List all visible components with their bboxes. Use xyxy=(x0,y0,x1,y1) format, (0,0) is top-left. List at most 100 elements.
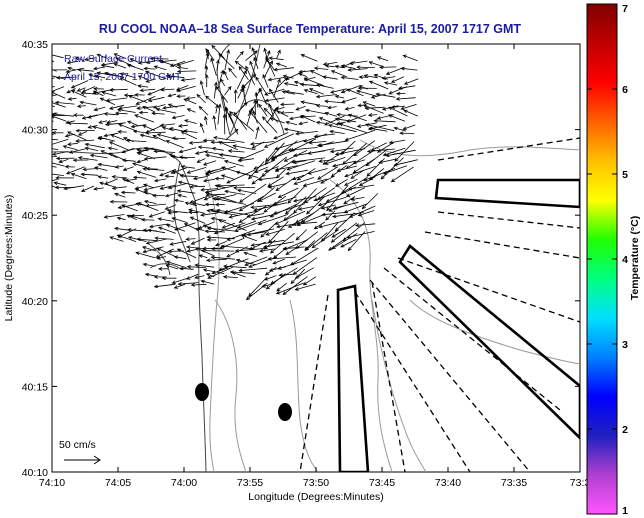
current-vector-head xyxy=(143,66,148,71)
current-vector-head xyxy=(330,238,335,243)
current-vector xyxy=(211,256,236,260)
current-vector-head xyxy=(194,227,200,232)
current-vector xyxy=(265,56,276,77)
current-vector-head xyxy=(176,189,182,193)
current-vector xyxy=(304,187,327,204)
current-vector xyxy=(316,94,337,98)
current-vector xyxy=(295,212,315,223)
current-vector xyxy=(122,147,135,153)
current-vector xyxy=(379,158,396,164)
current-vector xyxy=(295,283,316,291)
current-vector-head xyxy=(390,79,396,83)
current-vector xyxy=(154,283,176,288)
current-vector-head xyxy=(186,108,191,112)
current-vector xyxy=(273,196,297,205)
current-vector-head xyxy=(238,219,243,223)
current-vector-head xyxy=(298,72,303,77)
current-vector-head xyxy=(192,176,198,181)
current-vector-head xyxy=(385,71,391,75)
current-vector-head xyxy=(43,120,46,123)
current-vector xyxy=(52,173,64,176)
current-vector-head xyxy=(358,75,363,79)
current-vector-head xyxy=(204,73,209,79)
current-vector-head xyxy=(44,146,47,149)
current-vector xyxy=(248,277,267,297)
current-vector xyxy=(215,86,229,103)
current-vector-head xyxy=(308,88,314,92)
current-vector-head xyxy=(315,120,321,125)
current-vector-head xyxy=(243,101,248,107)
current-vector-head xyxy=(167,93,172,98)
current-vector xyxy=(97,54,108,59)
current-vector-head xyxy=(402,126,407,130)
current-vector-head xyxy=(224,209,229,214)
current-vector-head xyxy=(210,246,216,251)
current-vector-head xyxy=(234,248,240,253)
map-content xyxy=(43,44,580,472)
current-vector-head xyxy=(273,67,278,72)
current-vector xyxy=(122,159,136,162)
current-vector-head xyxy=(75,139,80,143)
current-vector xyxy=(269,266,287,271)
current-vector-head xyxy=(204,191,210,196)
current-vector xyxy=(225,129,239,140)
current-vector-head xyxy=(143,190,148,195)
current-vector-head xyxy=(267,184,273,189)
current-vector xyxy=(215,241,227,246)
current-vector xyxy=(242,85,247,104)
current-vector-head xyxy=(142,249,147,254)
current-vector xyxy=(142,106,155,113)
current-vector-head xyxy=(92,66,98,71)
current-vector xyxy=(245,66,255,86)
current-vector-head xyxy=(395,96,400,101)
current-vector-head xyxy=(277,49,281,54)
current-vector xyxy=(149,223,169,228)
current-vector xyxy=(184,119,197,124)
current-vector-head xyxy=(226,49,230,54)
current-vector xyxy=(264,166,279,173)
current-vector-head xyxy=(248,175,253,180)
current-vector-head xyxy=(300,54,305,58)
current-vector-head xyxy=(73,113,78,118)
current-vector-head xyxy=(189,216,195,221)
current-vector xyxy=(158,226,176,234)
current-vector xyxy=(213,115,217,130)
current-vector-head xyxy=(176,94,181,99)
current-vector xyxy=(364,75,378,79)
current-vector-head xyxy=(93,186,98,191)
current-vector-head xyxy=(180,131,185,135)
current-vector xyxy=(290,268,305,284)
current-vector-head xyxy=(92,125,97,130)
current-vector xyxy=(251,174,265,185)
current-vector xyxy=(140,134,158,139)
current-vector xyxy=(278,187,299,198)
current-vector xyxy=(362,193,379,209)
current-vector-head xyxy=(87,115,92,119)
current-vector xyxy=(224,160,244,167)
current-vector-head xyxy=(66,60,71,65)
current-vector-head xyxy=(129,214,134,219)
current-vector-head xyxy=(173,255,179,260)
current-vector xyxy=(238,66,249,81)
current-vector-head xyxy=(161,126,167,130)
current-vector xyxy=(288,147,318,151)
current-vector xyxy=(273,149,296,159)
current-vector xyxy=(199,254,208,259)
current-vector xyxy=(156,108,177,114)
current-vector xyxy=(189,141,207,144)
current-vector-head xyxy=(153,105,158,109)
x-tick-label: 73:45 xyxy=(369,477,395,489)
current-vector-head xyxy=(134,92,139,97)
current-vector-head xyxy=(158,59,163,64)
current-vector xyxy=(218,141,238,151)
current-vector xyxy=(186,273,199,280)
current-vector xyxy=(332,160,356,167)
current-vector-head xyxy=(294,287,299,291)
current-vector xyxy=(146,78,156,83)
current-vector-head xyxy=(110,134,115,138)
current-vector xyxy=(228,68,237,78)
current-vector xyxy=(190,185,206,188)
current-vector xyxy=(162,104,185,109)
current-vector xyxy=(146,168,158,170)
current-vector-head xyxy=(151,111,156,116)
